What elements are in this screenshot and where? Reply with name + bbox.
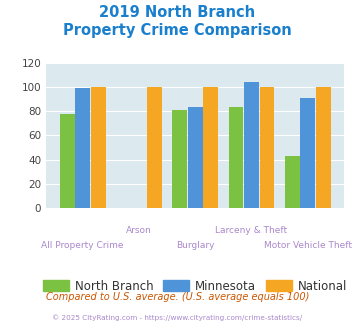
Bar <box>244 82 259 208</box>
Text: © 2025 CityRating.com - https://www.cityrating.com/crime-statistics/: © 2025 CityRating.com - https://www.city… <box>53 314 302 321</box>
Bar <box>260 87 274 208</box>
Bar <box>300 98 315 208</box>
Bar <box>203 87 218 208</box>
Text: 2019 North Branch: 2019 North Branch <box>99 5 256 20</box>
Bar <box>91 87 105 208</box>
Bar <box>75 88 90 208</box>
Text: Compared to U.S. average. (U.S. average equals 100): Compared to U.S. average. (U.S. average … <box>46 292 309 302</box>
Bar <box>173 110 187 208</box>
Text: Larceny & Theft: Larceny & Theft <box>215 226 288 235</box>
Text: All Property Crime: All Property Crime <box>42 241 124 250</box>
Text: Burglary: Burglary <box>176 241 214 250</box>
Text: Motor Vehicle Theft: Motor Vehicle Theft <box>264 241 352 250</box>
Bar <box>285 156 300 208</box>
Bar <box>188 108 203 208</box>
Bar <box>60 114 75 208</box>
Bar <box>316 87 331 208</box>
Bar <box>229 108 244 208</box>
Text: Property Crime Comparison: Property Crime Comparison <box>63 23 292 38</box>
Bar <box>147 87 162 208</box>
Legend: North Branch, Minnesota, National: North Branch, Minnesota, National <box>39 275 352 297</box>
Text: Arson: Arson <box>126 226 152 235</box>
